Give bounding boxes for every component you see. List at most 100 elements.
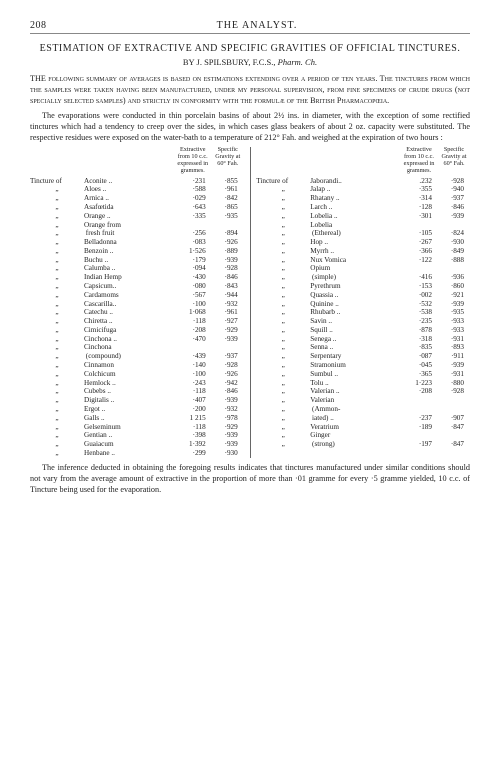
- table-row: „Savin ..·235·933: [256, 317, 470, 326]
- gravity-value: ·926: [212, 238, 244, 247]
- table-row: „Pyrethrum·153·860: [256, 282, 470, 291]
- gravity-value: ·931: [438, 370, 470, 379]
- gravity-value: ·937: [212, 352, 244, 361]
- table-row: „Digitalis ..·407·939: [30, 396, 244, 405]
- gravity-value: ·939: [212, 431, 244, 440]
- tincture-name: „Veratrium: [256, 423, 400, 432]
- gravity-value: ·849: [438, 247, 470, 256]
- extractive-value: ·122: [400, 256, 438, 265]
- tincture-name: „Cardamoms: [30, 291, 174, 300]
- extractive-value: [400, 405, 438, 414]
- gravity-value: ·842: [212, 194, 244, 203]
- gravity-value: ·939: [212, 440, 244, 449]
- tincture-name: „Belladonna: [30, 238, 174, 247]
- extractive-value: [174, 221, 212, 230]
- extractive-value: ·335: [174, 212, 212, 221]
- journal-title: THE ANALYST.: [217, 20, 298, 31]
- gravity-value: ·940: [438, 185, 470, 194]
- gravity-value: [438, 264, 470, 273]
- tincture-name: „ (compound): [30, 352, 174, 361]
- extractive-value: ·366: [400, 247, 438, 256]
- extractive-value: ·643: [174, 203, 212, 212]
- tincture-name: „Cimicifuga: [30, 326, 174, 335]
- tincture-name: „Ginger: [256, 431, 400, 440]
- gravity-value: ·907: [438, 414, 470, 423]
- table-row: „Asafœtida·643·865: [30, 203, 244, 212]
- extractive-value: ·118: [174, 423, 212, 432]
- tincture-name: „Asafœtida: [30, 203, 174, 212]
- gravity-value: ·928: [212, 264, 244, 273]
- tincture-name: „Opium: [256, 264, 400, 273]
- table-row: „Cardamoms·567·944: [30, 291, 244, 300]
- data-table: Extractive from 10 c.c. expressed in gra…: [30, 147, 470, 457]
- byline-author: J. SPILSBURY, F.C.S.,: [197, 57, 278, 67]
- gravity-value: ·961: [212, 308, 244, 317]
- gravity-value: ·944: [212, 291, 244, 300]
- gravity-value: ·936: [438, 273, 470, 282]
- gravity-value: ·911: [438, 352, 470, 361]
- header-extractive: Extractive from 10 c.c. expressed in gra…: [400, 147, 438, 174]
- gravity-value: ·930: [438, 238, 470, 247]
- extractive-value: 1 215: [174, 414, 212, 423]
- tincture-name: „Nux Vomica: [256, 256, 400, 265]
- table-row: „Ginger: [256, 431, 470, 440]
- table-row: „Veratrium·189·847: [256, 423, 470, 432]
- header-gravity: Specific Gravity at 60° Fah.: [438, 147, 470, 174]
- gravity-value: ·932: [212, 300, 244, 309]
- extractive-value: ·200: [174, 405, 212, 414]
- table-row: „Serpentary·087·911: [256, 352, 470, 361]
- tincture-name: „Catechu ..: [30, 308, 174, 317]
- tincture-name: „Gelseminum: [30, 423, 174, 432]
- tincture-name: „ (simple): [256, 273, 400, 282]
- paragraph-1: THE following summary of averages is bas…: [30, 73, 470, 106]
- header-spacer: [468, 20, 471, 31]
- header-gravity: Specific Gravity at 60° Fah.: [212, 147, 244, 174]
- tincture-name: „Chiretta ..: [30, 317, 174, 326]
- tincture-name: „Cinnamon: [30, 361, 174, 370]
- gravity-value: ·846: [438, 203, 470, 212]
- byline-suffix: Pharm. Ch.: [278, 57, 317, 67]
- gravity-value: ·880: [438, 379, 470, 388]
- tincture-name: „Quassia ..: [256, 291, 400, 300]
- extractive-value: ·470: [174, 335, 212, 344]
- extractive-value: ·100: [174, 370, 212, 379]
- table-row: „Catechu ..1·068·961: [30, 308, 244, 317]
- tincture-name: „Rhatany ..: [256, 194, 400, 203]
- tincture-name: „Senna ..: [256, 343, 400, 352]
- col-header-left: Extractive from 10 c.c. expressed in gra…: [30, 147, 244, 174]
- paragraph-2: The evaporations were conducted in thin …: [30, 110, 470, 143]
- extractive-value: ·083: [174, 238, 212, 247]
- table-row: „Belladonna·083·926: [30, 238, 244, 247]
- tincture-name: „Pyrethrum: [256, 282, 400, 291]
- table-row: „Galls ..1 215·978: [30, 414, 244, 423]
- gravity-value: ·935: [212, 212, 244, 221]
- gravity-value: ·933: [438, 326, 470, 335]
- table-row: „ iated) ..·237·907: [256, 414, 470, 423]
- table-row: „Cinchona: [30, 343, 244, 352]
- table-row: „Sumbul ..·365·931: [256, 370, 470, 379]
- table-row: „Gentian ..·398·939: [30, 431, 244, 440]
- table-row: „Guaiacum1·392·939: [30, 440, 244, 449]
- table-row: „ (simple)·416·936: [256, 273, 470, 282]
- tincture-name: „Cinchona: [30, 343, 174, 352]
- tincture-name: „ (Ethereal): [256, 229, 400, 238]
- extractive-value: ·189: [400, 423, 438, 432]
- table-row: „Lobelia ..·301·939: [256, 212, 470, 221]
- table-row: „Squill ..·878·933: [256, 326, 470, 335]
- table-row: „Orange ..·335·935: [30, 212, 244, 221]
- table-row: „Calumba ..·094·928: [30, 264, 244, 273]
- tincture-name: „Tolu ..: [256, 379, 400, 388]
- tincture-name: „Digitalis ..: [30, 396, 174, 405]
- extractive-value: ·243: [174, 379, 212, 388]
- table-row: „Ergot ..·200·932: [30, 405, 244, 414]
- extractive-value: ·208: [174, 326, 212, 335]
- tincture-name: „Benzoin ..: [30, 247, 174, 256]
- gravity-value: [438, 221, 470, 230]
- tincture-name: „ fresh fruit: [30, 229, 174, 238]
- gravity-value: ·921: [438, 291, 470, 300]
- header-extractive: Extractive from 10 c.c. expressed in gra…: [174, 147, 212, 174]
- gravity-value: ·939: [212, 256, 244, 265]
- tincture-name: „Savin ..: [256, 317, 400, 326]
- table-row: „Senega ..·318·931: [256, 335, 470, 344]
- tincture-name: „Myrrh ..: [256, 247, 400, 256]
